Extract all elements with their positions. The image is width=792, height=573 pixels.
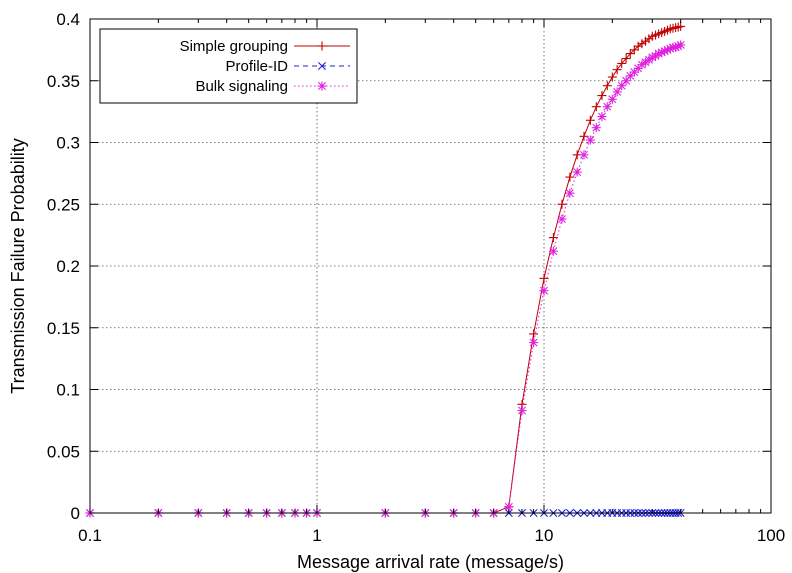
grid <box>90 19 771 513</box>
y-tick-label: 0.1 <box>56 381 80 400</box>
legend-marker-profile-id <box>318 62 326 70</box>
x-axis-title: Message arrival rate (message/s) <box>297 552 564 572</box>
data-point-simple-grouping <box>585 115 595 125</box>
data-point-bulk-signaling <box>612 87 622 97</box>
data-point-bulk-signaling <box>654 49 664 59</box>
data-point-bulk-signaling <box>597 112 607 122</box>
data-point-simple-grouping <box>607 72 617 82</box>
legend-marker-simple-grouping <box>317 41 327 51</box>
data-point-bulk-signaling <box>539 286 549 296</box>
y-tick-label: 0 <box>71 504 80 523</box>
data-point-simple-grouping <box>621 54 631 64</box>
data-point-simple-grouping <box>529 329 539 339</box>
legend-label-profile-id: Profile-ID <box>225 58 288 75</box>
y-tick-label: 0.35 <box>47 72 80 91</box>
tick-labels: 0 0.05 0.1 0.15 0.2 0.25 0.3 0.35 0.4 0.1 1 10 100 <box>47 10 785 545</box>
y-tick-label: 0.05 <box>47 442 80 461</box>
data-point-bulk-signaling <box>572 167 582 177</box>
data-point-bulk-signaling <box>602 102 612 112</box>
data-point-bulk-signaling <box>676 40 686 50</box>
data-point-bulk-signaling <box>548 246 558 256</box>
data-point-bulk-signaling <box>565 188 575 198</box>
data-point-bulk-signaling <box>591 123 601 133</box>
data-point-bulk-signaling <box>529 338 539 348</box>
data-point-simple-grouping <box>612 65 622 75</box>
x-tick-label: 1 <box>312 526 321 545</box>
legend-label-simple-grouping: Simple grouping <box>180 38 288 55</box>
y-tick-label: 0.2 <box>56 257 80 276</box>
legend-marker-bulk-signaling <box>317 81 327 91</box>
x-tick-label: 0.1 <box>78 526 102 545</box>
data-point-bulk-signaling <box>517 405 527 415</box>
y-tick-label: 0.4 <box>56 10 80 29</box>
x-tick-label: 100 <box>757 526 785 545</box>
y-tick-label: 0.3 <box>56 134 80 153</box>
data-point-simple-grouping <box>629 45 639 55</box>
data-point-bulk-signaling <box>579 150 589 160</box>
y-tick-label: 0.25 <box>47 195 80 214</box>
data-point-simple-grouping <box>539 273 549 283</box>
data-point-bulk-signaling <box>607 94 617 104</box>
data-point-simple-grouping <box>565 172 575 182</box>
data-point-simple-grouping <box>625 49 635 59</box>
legend-label-bulk-signaling: Bulk signaling <box>195 78 288 95</box>
data-point-simple-grouping <box>676 21 686 31</box>
x-tick-label: 10 <box>535 526 554 545</box>
axis-ticks <box>89 18 772 514</box>
data-point-simple-grouping <box>602 81 612 91</box>
data-point-simple-grouping <box>591 102 601 112</box>
data-point-simple-grouping <box>557 199 567 209</box>
y-tick-label: 0.15 <box>47 319 80 338</box>
data-point-simple-grouping <box>597 91 607 101</box>
legend: Simple grouping Profile-ID Bulk signaling <box>99 28 358 104</box>
data-point-simple-grouping <box>548 233 558 243</box>
data-point-simple-grouping <box>617 58 627 68</box>
data-point-bulk-signaling <box>585 135 595 145</box>
data-point-bulk-signaling <box>557 214 567 224</box>
y-axis-title: Transmission Failure Probability <box>8 138 28 393</box>
